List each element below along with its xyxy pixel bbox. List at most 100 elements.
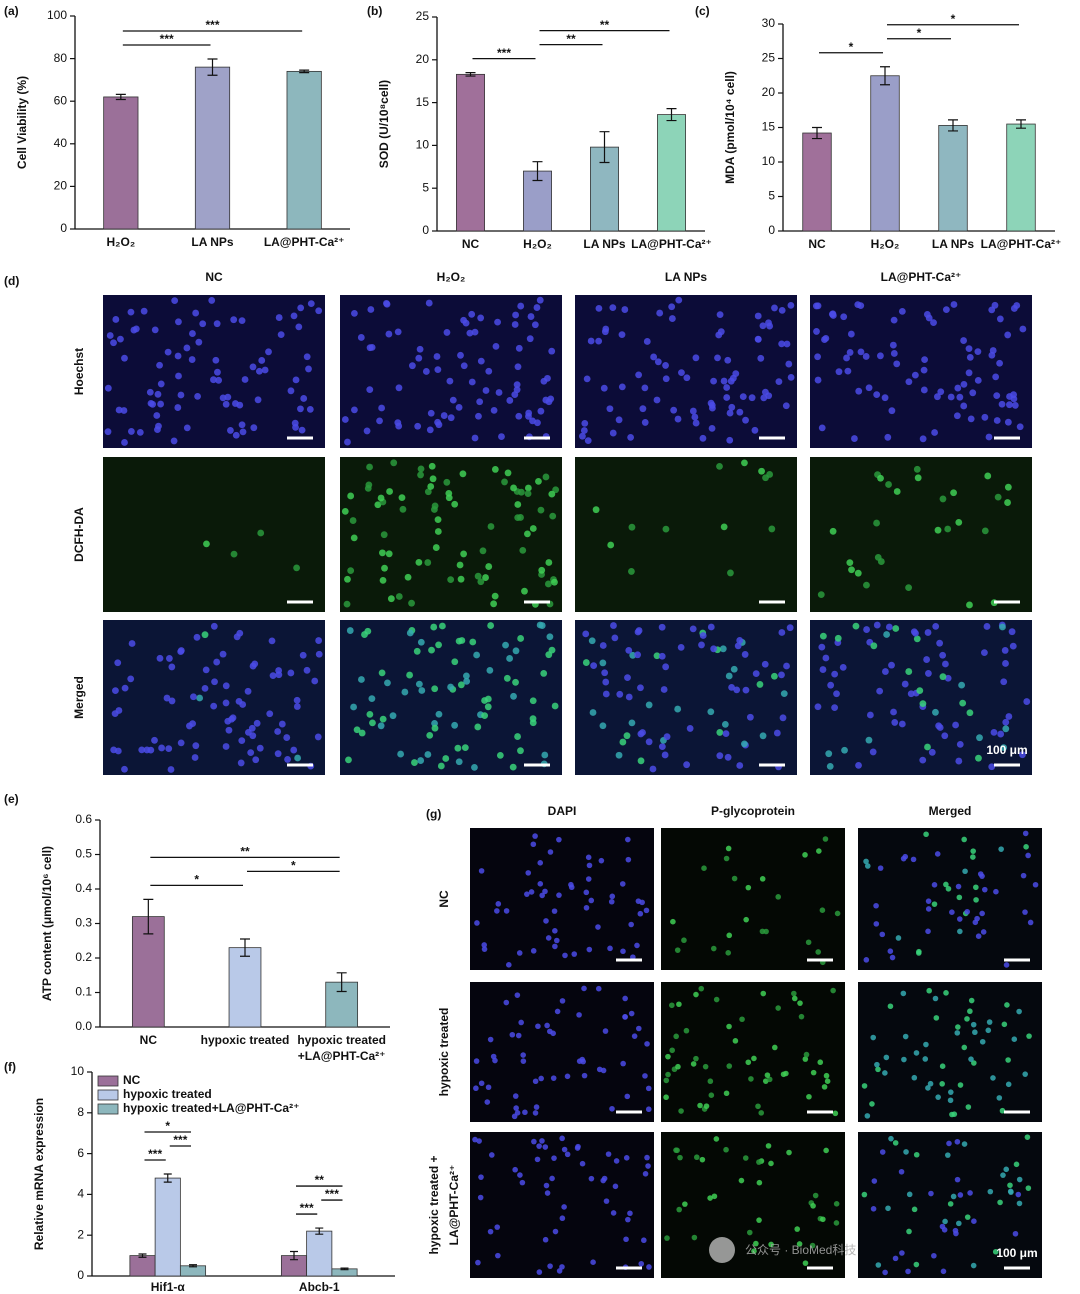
y-tick-label: 4 [77, 1187, 84, 1201]
cell [742, 1155, 749, 1161]
cell [833, 1220, 840, 1226]
cell [547, 849, 554, 855]
cell [552, 943, 558, 950]
cell [540, 377, 548, 385]
cell [446, 377, 454, 385]
cell [514, 363, 522, 371]
cell [249, 662, 257, 670]
cell [544, 1190, 551, 1196]
cell [466, 329, 474, 337]
cell [955, 757, 963, 765]
cell [190, 693, 197, 701]
bar [456, 73, 485, 232]
cell [552, 1228, 559, 1235]
cell [803, 1051, 810, 1058]
cell [937, 388, 945, 396]
cell [1000, 1172, 1006, 1178]
cell [512, 647, 520, 655]
cell [981, 649, 988, 657]
cell [501, 478, 508, 486]
cell [623, 732, 631, 740]
cell [595, 304, 603, 312]
cell [222, 743, 230, 750]
cell [406, 671, 414, 679]
cell [673, 1033, 679, 1040]
cell [457, 351, 464, 359]
cell [576, 1012, 582, 1018]
cell [934, 526, 942, 534]
cell [674, 705, 682, 713]
cell [833, 1200, 840, 1207]
cell [202, 666, 210, 674]
cell [1001, 1021, 1008, 1028]
cell [158, 744, 166, 752]
cell [723, 1090, 730, 1097]
cell [979, 910, 985, 917]
cell [607, 945, 613, 952]
cell [395, 384, 403, 392]
cell [931, 429, 939, 436]
x-tick-label: LA NPs [583, 237, 626, 251]
error-bar [948, 119, 958, 132]
cell [422, 368, 430, 375]
cell [756, 1159, 762, 1165]
cell [736, 408, 744, 416]
y-tick-label: 10 [71, 1064, 85, 1078]
cell [957, 1082, 964, 1088]
cell [455, 404, 463, 411]
cell [454, 744, 462, 752]
cell [926, 987, 932, 994]
cell [768, 1241, 774, 1248]
cell [693, 1055, 699, 1062]
column-header: DAPI [548, 804, 577, 818]
cell [643, 907, 650, 914]
cell [495, 389, 503, 396]
cell [547, 1263, 553, 1269]
cell [771, 672, 778, 680]
cell [873, 391, 881, 399]
cell [474, 920, 480, 926]
cell [817, 1059, 824, 1066]
cell [117, 335, 124, 343]
cell [579, 1056, 586, 1063]
cell [532, 1110, 539, 1116]
cell [283, 734, 291, 741]
cell [892, 1255, 899, 1262]
column-header: P-glycoprotein [711, 804, 795, 818]
cell [708, 424, 716, 432]
cell [616, 690, 624, 698]
cell [831, 704, 839, 712]
cell [479, 547, 487, 555]
cell [961, 1141, 968, 1147]
cell [146, 388, 154, 396]
micrograph [470, 828, 654, 970]
cell [583, 889, 590, 896]
cell [487, 523, 495, 530]
cell [434, 366, 442, 374]
cell [841, 746, 848, 754]
cell [707, 708, 715, 716]
cell [654, 358, 662, 366]
cell [1024, 1134, 1031, 1140]
cell [890, 316, 898, 324]
y-tick-label: 25 [762, 51, 776, 65]
cell [810, 1069, 817, 1076]
cell [639, 405, 647, 413]
cell [255, 367, 263, 375]
cell [395, 422, 403, 430]
row-header: Hoechst [72, 348, 86, 395]
cell [943, 990, 949, 996]
cell [428, 646, 435, 654]
cell [545, 651, 553, 659]
bar [1006, 123, 1036, 232]
cell [641, 419, 649, 426]
cell [668, 315, 676, 322]
cell [413, 647, 421, 655]
cell [350, 534, 358, 542]
cell [905, 584, 912, 592]
error-bar [299, 69, 310, 74]
cell [525, 412, 532, 420]
cell [486, 666, 494, 674]
cell [394, 328, 402, 336]
